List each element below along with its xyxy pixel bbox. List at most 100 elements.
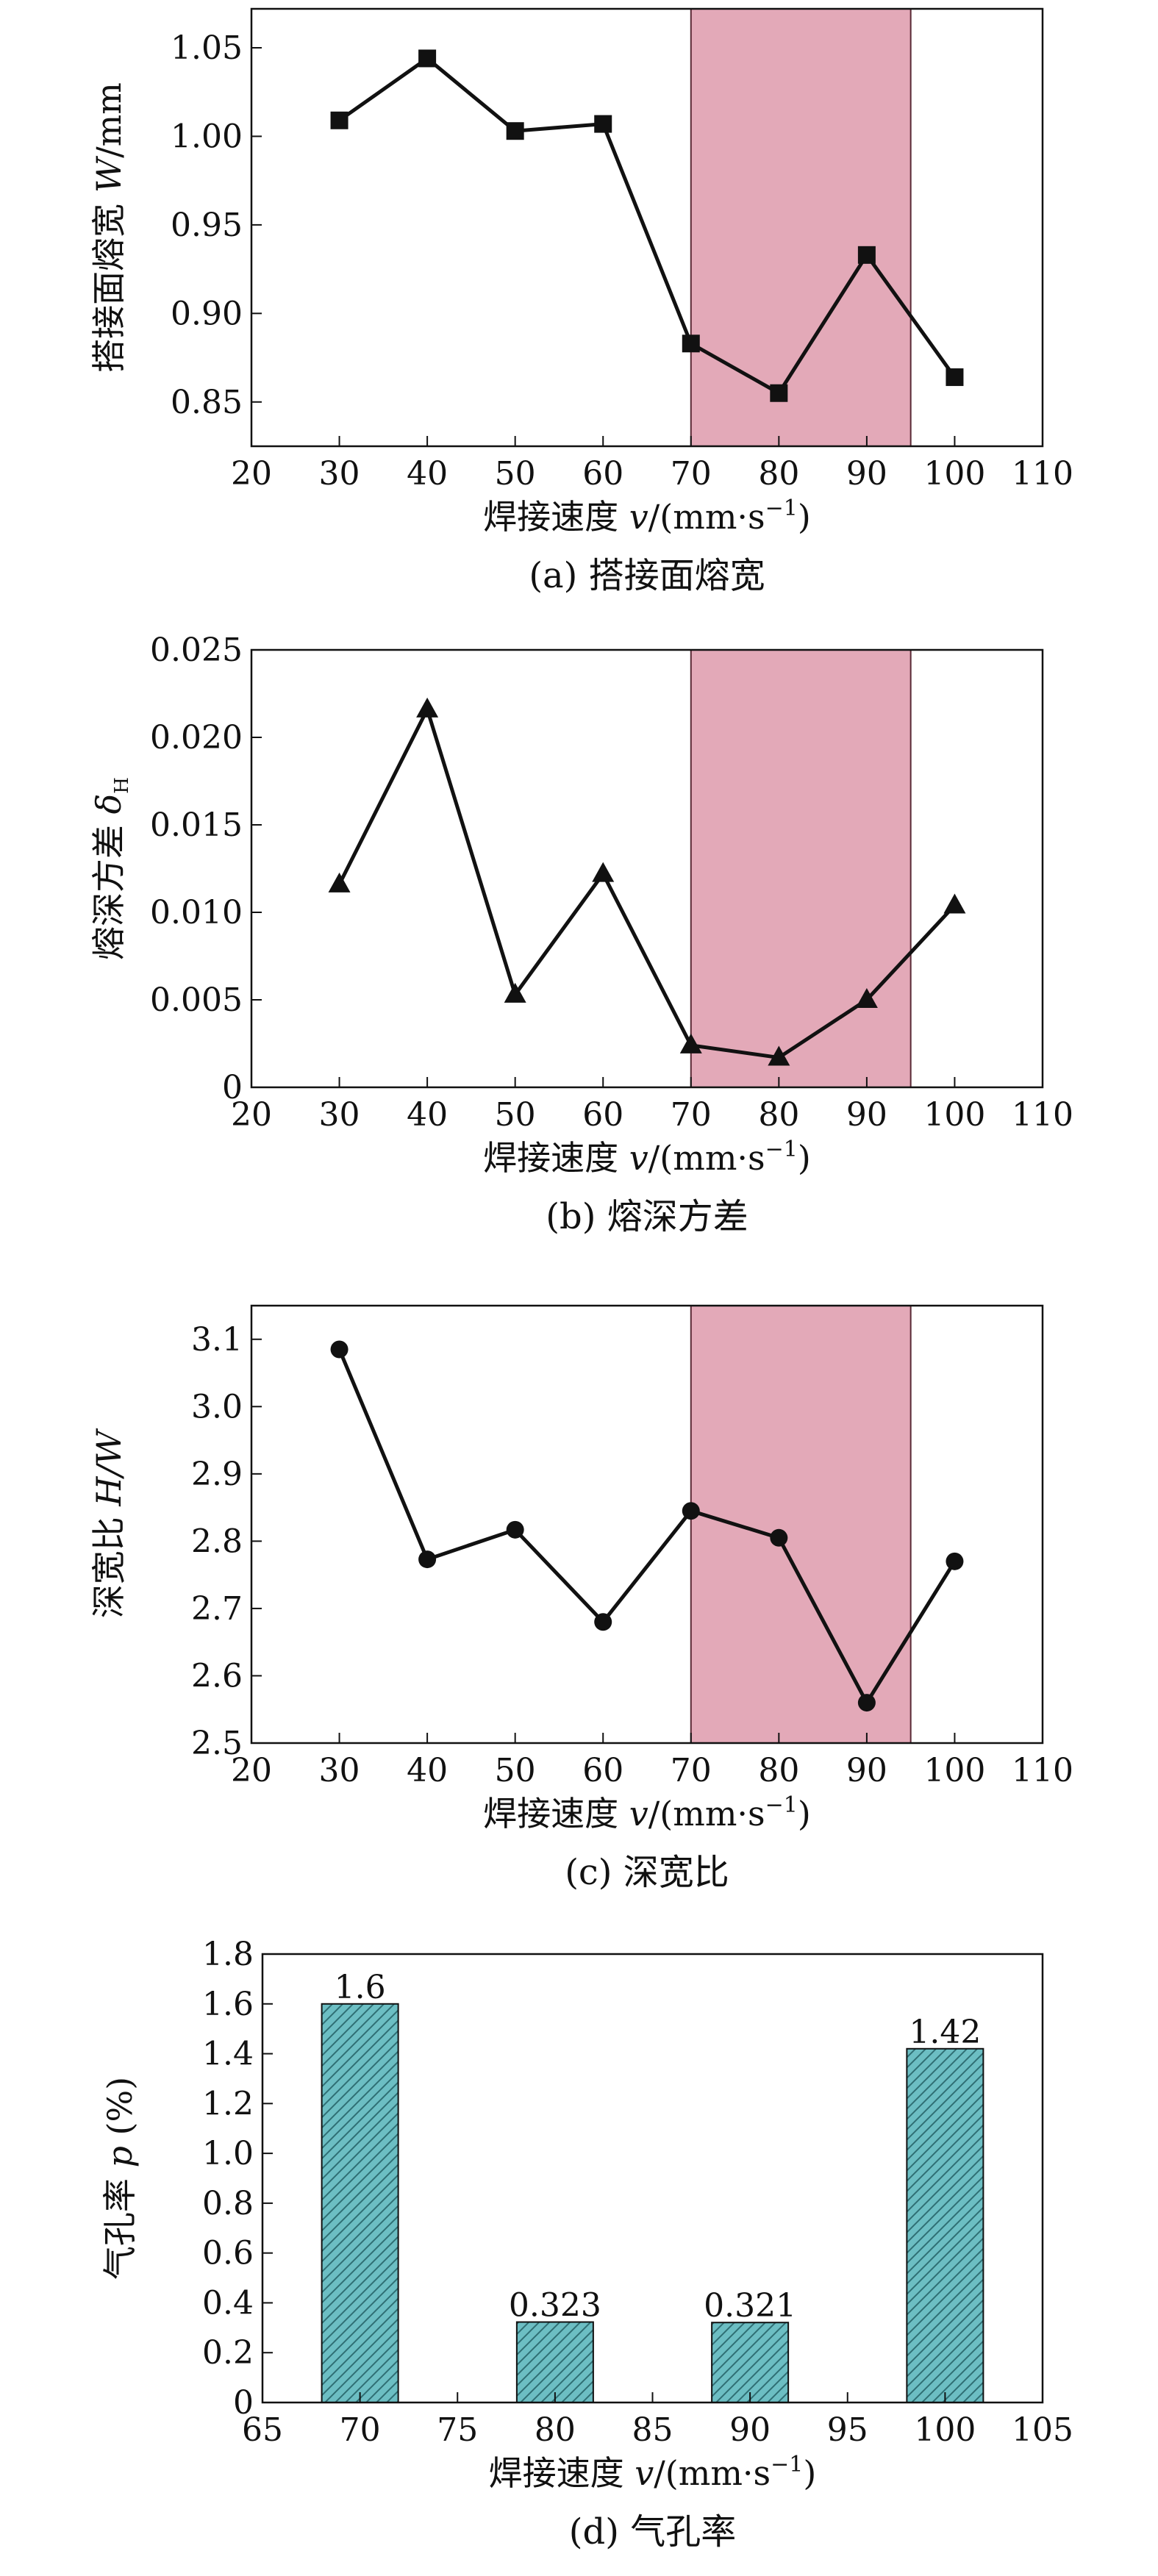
x-tick-label: 90 <box>846 1752 887 1789</box>
x-tick-label: 60 <box>582 1752 623 1789</box>
x-axis-label-prefix: 焊接速度 <box>489 2453 635 2493</box>
series-line <box>337 1348 957 1707</box>
plot-frame <box>250 7 1044 448</box>
y-tick-label: 0.8 <box>202 2185 254 2222</box>
data-point <box>770 384 788 402</box>
x-axis-label-close: ) <box>798 497 811 537</box>
x-tick-label: 80 <box>758 1096 799 1134</box>
data-point <box>855 988 878 1008</box>
data-point <box>330 111 349 129</box>
panel-b: 20 30 40 50 60 70 80 90 100 110 0 0.005 0.010 0.015 0.… <box>89 632 1073 1237</box>
x-axis-label-close: ) <box>803 2453 816 2493</box>
data-point <box>943 893 966 914</box>
x-tick-label: 50 <box>495 1096 536 1134</box>
data-point <box>504 982 526 1003</box>
x-tick-label: 20 <box>231 1752 272 1789</box>
x-tick-label: 80 <box>758 455 799 493</box>
data-point <box>857 246 876 264</box>
bar <box>321 2003 399 2404</box>
panel-c: 20 30 40 50 60 70 80 90 100 110 2.5 2.6 2.7 2.8 2.9 3.0… <box>89 1304 1073 1893</box>
x-axis-label-variable: v <box>629 1794 648 1833</box>
data-point <box>594 115 612 133</box>
highlight-band <box>690 9 911 446</box>
data-point <box>506 122 524 140</box>
bar-data-label: 0.323 <box>509 2287 601 2325</box>
y-tick-label: 0.015 <box>150 806 243 844</box>
x-tick-label: 100 <box>923 1096 985 1134</box>
panel-d: 1.6 0.323 0.321 1.42 65 70 75 80 85 90 95 100 105 0 0.… <box>100 1936 1073 2552</box>
x-tick-label: 80 <box>535 2411 576 2449</box>
data-point <box>857 1694 876 1712</box>
x-tick-label: 100 <box>923 1752 985 1789</box>
y-tick-label: 0.025 <box>150 632 243 669</box>
series-line <box>338 56 957 396</box>
y-tick-label: 1.8 <box>202 1936 254 1973</box>
y-tick-label: 3.1 <box>191 1321 243 1359</box>
y-tick-label: 0 <box>222 1069 243 1106</box>
x-tick-label: 70 <box>340 2411 381 2449</box>
x-tick-label: 30 <box>319 455 360 493</box>
y-axis-label-subscript: H <box>111 777 133 794</box>
series-line <box>337 704 957 1060</box>
x-tick-label: 85 <box>632 2411 673 2449</box>
panel-caption: (d) 气孔率 <box>569 2511 736 2552</box>
x-tick-label: 65 <box>242 2411 283 2449</box>
data-point <box>770 1528 788 1547</box>
x-axis-label-exponent: −1 <box>765 1137 798 1162</box>
x-axis-label: 焊接速度 v/(mm·s−1) <box>483 1137 811 1178</box>
x-axis-label-exponent: −1 <box>771 2452 803 2477</box>
bar <box>906 2047 984 2404</box>
x-tick-label: 100 <box>923 455 985 493</box>
y-axis-label-variable: W <box>89 155 129 193</box>
y-tick-label: 1.4 <box>202 2036 254 2073</box>
x-tick-label: 40 <box>407 1096 448 1134</box>
x-axis-label-unit: /(mm·s <box>648 497 765 537</box>
y-tick-label: 0.85 <box>171 384 243 421</box>
data-point <box>416 697 439 718</box>
y-tick-label: 1.05 <box>171 29 243 67</box>
bar-data-label: 1.42 <box>909 2014 981 2051</box>
y-axis-label-prefix: 搭接面熔宽 <box>89 193 129 373</box>
x-axis-label-unit: /(mm·s <box>654 2453 771 2493</box>
bar-data-label: 0.321 <box>704 2287 796 2325</box>
data-point <box>418 1550 437 1569</box>
x-tick-label: 30 <box>319 1752 360 1789</box>
x-tick-label: 70 <box>671 455 712 493</box>
panel-caption: (c) 深宽比 <box>565 1852 729 1893</box>
x-axis-label-variable: v <box>629 497 648 537</box>
data-point <box>330 1340 349 1359</box>
y-tick-label: 0.95 <box>171 207 243 244</box>
x-tick-label: 50 <box>495 455 536 493</box>
x-tick-label: 90 <box>729 2411 771 2449</box>
data-point <box>946 1552 964 1570</box>
y-tick-label: 0.6 <box>202 2235 254 2272</box>
y-tick-label: 1.6 <box>202 1986 254 2023</box>
x-tick-label: 60 <box>582 1096 623 1134</box>
x-axis-label-variable: v <box>629 1138 648 1178</box>
x-tick-label: 110 <box>1012 1752 1073 1789</box>
y-axis-label: 气孔率 p (%) <box>100 2077 140 2280</box>
panel-caption: (b) 熔深方差 <box>546 1196 748 1237</box>
x-axis-label: 焊接速度 v/(mm·s−1) <box>483 495 811 537</box>
x-tick-label: 40 <box>407 455 448 493</box>
y-axis-label-unit: (%) <box>100 2077 140 2146</box>
x-tick-label: 90 <box>846 455 887 493</box>
y-axis-label: 熔深方差 δH <box>89 777 133 960</box>
y-axis-label-variable: δ <box>89 794 129 815</box>
x-tick-label: 100 <box>914 2411 976 2449</box>
x-tick-label: 20 <box>231 455 272 493</box>
x-tick-label: 90 <box>846 1096 887 1134</box>
bar <box>515 2321 594 2403</box>
x-axis-label: 焊接速度 v/(mm·s−1) <box>489 2452 817 2493</box>
x-tick-label: 70 <box>671 1096 712 1134</box>
y-tick-label: 0.90 <box>171 295 243 332</box>
data-point <box>592 862 615 882</box>
x-tick-label: 40 <box>407 1752 448 1789</box>
y-axis-label-variable: H/W <box>89 1428 129 1507</box>
x-tick-label: 105 <box>1012 2411 1073 2449</box>
data-point <box>768 1045 790 1066</box>
x-tick-label: 75 <box>437 2411 478 2449</box>
data-point <box>946 368 964 387</box>
data-point <box>506 1520 524 1539</box>
